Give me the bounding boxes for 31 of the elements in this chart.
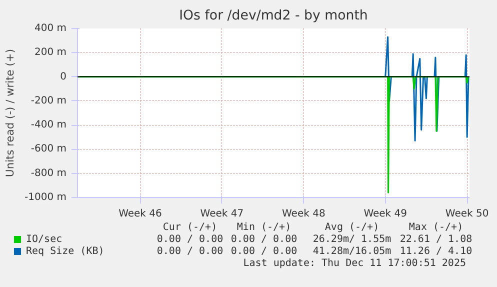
text: Avg (-/+) <box>324 222 380 234</box>
y-tick-label: -800 m <box>30 168 67 179</box>
text: Max (-/+) <box>408 222 464 234</box>
legend-label: Req Size (KB) <box>26 246 104 258</box>
x-tick-label: Week 46 <box>118 208 162 220</box>
y-axis-title: Units read (-) / write (+) <box>4 49 17 177</box>
x-tick-label: Week 48 <box>282 208 326 220</box>
y-tick-label: -1000 m <box>24 192 67 203</box>
text: 26.29m/ 1.55m <box>312 234 392 246</box>
y-tick-label: -200 m <box>30 95 67 106</box>
text: 0.00 / 0.00 <box>230 234 298 246</box>
text: Min (-/+) <box>236 222 292 234</box>
text: 11.26 / 4.10 <box>400 246 472 258</box>
legend-label: IO/sec <box>26 234 62 246</box>
text: 22.61 / 1.08 <box>400 234 472 246</box>
x-tick-label: Week 50 <box>445 208 489 220</box>
text: 41.28m/16.05m <box>312 246 392 258</box>
text: 0.00 / 0.00 <box>230 246 298 258</box>
text: Last update: Thu Dec 11 17:00:51 2025 <box>243 258 466 270</box>
chart-title: IOs for /dev/md2 - by month <box>179 8 368 24</box>
x-tick-label: Week 49 <box>364 208 408 220</box>
y-tick-label: 0 <box>60 71 67 82</box>
text: Cur (-/+) <box>162 222 218 234</box>
y-tick-label: -400 m <box>30 120 67 131</box>
y-tick-label: 400 m <box>34 23 67 34</box>
y-tick-label: 200 m <box>34 47 67 58</box>
text: 0.00 / 0.00 <box>156 246 224 258</box>
x-tick-label: Week 47 <box>200 208 244 220</box>
line-series <box>78 76 469 194</box>
text: 0.00 / 0.00 <box>156 234 224 246</box>
y-tick-label: -600 m <box>30 144 67 155</box>
